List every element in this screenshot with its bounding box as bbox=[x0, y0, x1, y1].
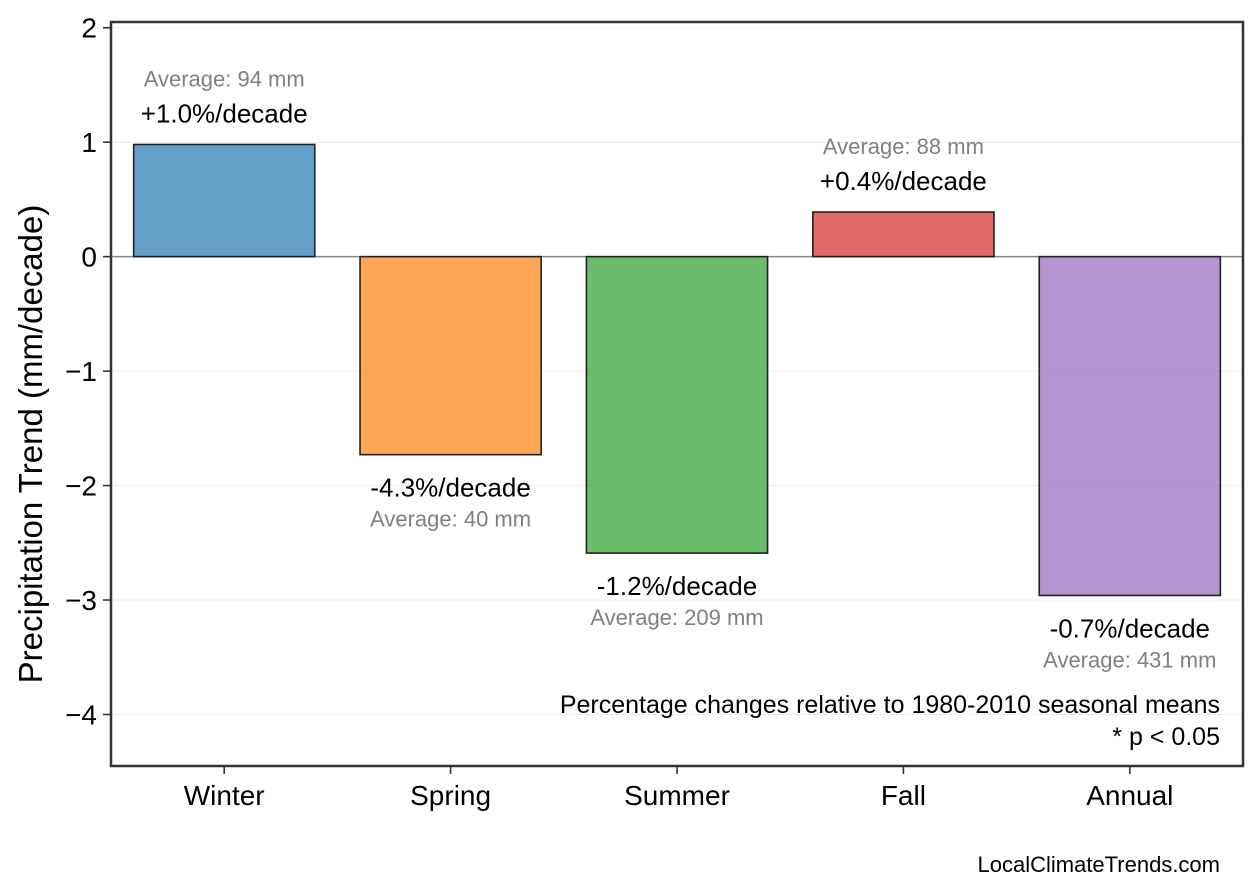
y-axis: 2 1 0 −1 −2 −3 −4 bbox=[65, 13, 111, 730]
percent-label-spring: -4.3%/decade bbox=[370, 473, 530, 503]
y-tick-label: −3 bbox=[65, 585, 97, 616]
annotation-note-line-2: * p < 0.05 bbox=[1112, 723, 1220, 751]
x-tick-label-annual: Annual bbox=[1086, 780, 1173, 811]
credit-label: LocalClimateTrends.com bbox=[978, 852, 1221, 877]
y-axis-label: Precipitation Trend (mm/decade) bbox=[12, 205, 49, 684]
average-label-summer: Average: 209 mm bbox=[590, 605, 763, 630]
x-tick-label-spring: Spring bbox=[410, 780, 491, 811]
percent-label-winter: +1.0%/decade bbox=[141, 98, 308, 128]
y-tick-label: −1 bbox=[65, 356, 97, 387]
y-tick-label: 2 bbox=[81, 13, 97, 44]
bar-labels: +1.0%/decade Average: 94 mm -4.3%/decade Av… bbox=[141, 66, 1217, 672]
average-label-fall: Average: 88 mm bbox=[823, 134, 984, 159]
x-tick-label-winter: Winter bbox=[184, 780, 265, 811]
y-tick-label: −4 bbox=[65, 699, 97, 730]
x-tick-label-fall: Fall bbox=[881, 780, 926, 811]
average-label-winter: Average: 94 mm bbox=[144, 66, 305, 91]
y-tick-label: 0 bbox=[81, 242, 97, 273]
percent-label-summer: -1.2%/decade bbox=[597, 571, 757, 601]
annotation-note-line-1: Percentage changes relative to 1980-2010… bbox=[560, 691, 1220, 719]
bar-winter bbox=[132, 143, 316, 258]
x-tick-label-summer: Summer bbox=[624, 780, 730, 811]
y-tick-label: 1 bbox=[81, 127, 97, 158]
y-tick-label: −2 bbox=[65, 471, 97, 502]
x-axis: Winter Spring Summer Fall Annual bbox=[184, 766, 1173, 811]
percent-label-fall: +0.4%/decade bbox=[820, 166, 987, 196]
bar-fall bbox=[812, 211, 995, 258]
bar-annual bbox=[1038, 255, 1222, 597]
bars bbox=[132, 143, 1222, 597]
bar-spring bbox=[359, 255, 542, 456]
average-label-annual: Average: 431 mm bbox=[1043, 647, 1216, 672]
bar-summer bbox=[585, 255, 769, 554]
average-label-spring: Average: 40 mm bbox=[370, 507, 531, 532]
percent-label-annual: -0.7%/decade bbox=[1050, 613, 1210, 643]
